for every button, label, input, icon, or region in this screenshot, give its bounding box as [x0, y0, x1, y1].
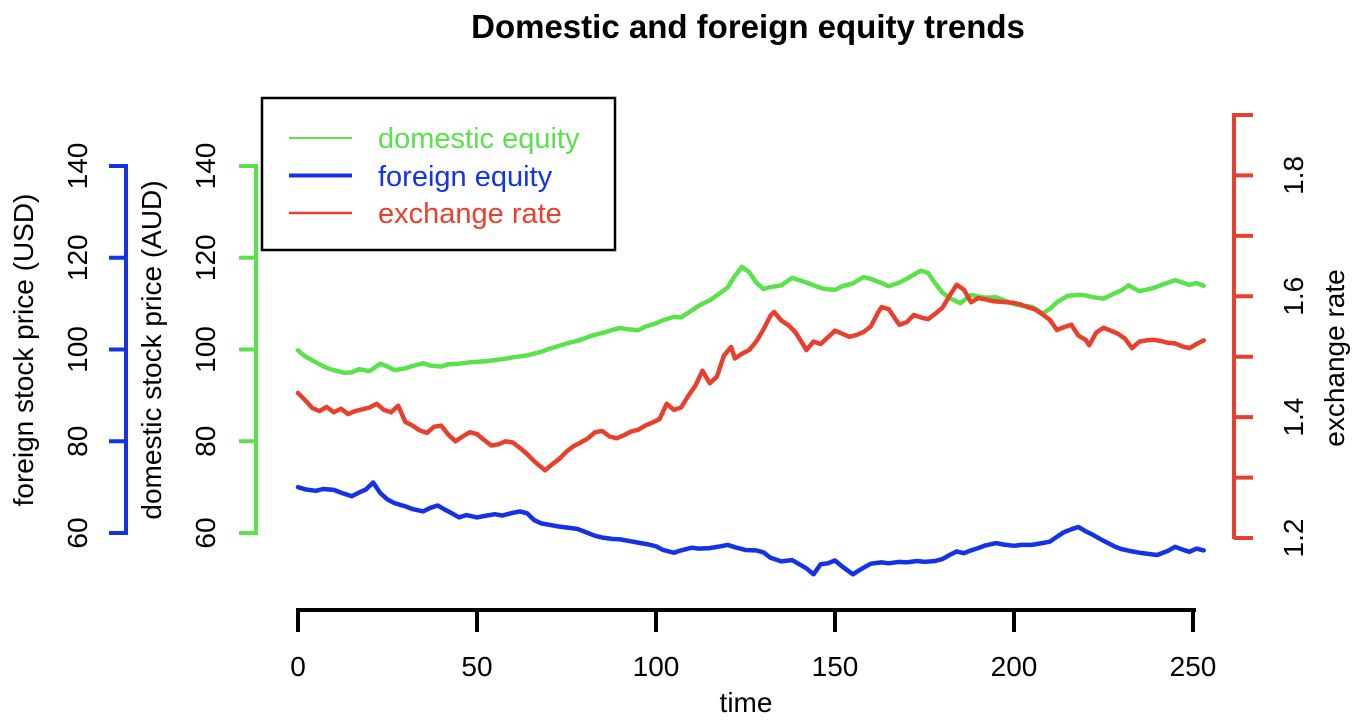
right-axis-title: exchange rate	[1319, 269, 1350, 446]
left-axis-title-foreign: foreign stock price (USD)	[8, 194, 39, 507]
right-axis-tick-label: 1.2	[1278, 519, 1309, 558]
x-axis-tick-label: 200	[991, 651, 1038, 682]
left-axis-tick-label-foreign: 120	[62, 234, 93, 281]
left-axis-tick-label-foreign: 100	[62, 326, 93, 373]
series-exchange-rate	[295, 282, 1206, 473]
left-axis-tick-label-foreign: 140	[62, 143, 93, 190]
left-axis-tick-label-domestic: 60	[190, 517, 221, 548]
series-layer	[295, 264, 1206, 577]
axes-layer: 0 50 100 150 200 250 60 80 100 120 140 60 80 100 120 14…	[62, 112, 1309, 682]
x-axis-tick-label: 0	[290, 651, 306, 682]
left-axis-tick-label-foreign: 60	[62, 517, 93, 548]
series-foreign-equity	[295, 480, 1206, 577]
x-axis-tick-label: 50	[461, 651, 492, 682]
x-axis-tick-label: 250	[1170, 651, 1217, 682]
left-axis-tick-label-domestic: 140	[190, 143, 221, 190]
left-axis-tick-label-domestic: 100	[190, 326, 221, 373]
x-axis-title: time	[720, 687, 773, 718]
x-axis-tick-label: 100	[633, 651, 680, 682]
left-axis-tick-label-domestic: 120	[190, 234, 221, 281]
right-axis-tick-label: 1.8	[1278, 156, 1309, 195]
right-axis-tick-label: 1.6	[1278, 277, 1309, 316]
left-axis-tick-label-foreign: 80	[62, 426, 93, 457]
legend-label: exchange rate	[378, 198, 562, 230]
left-axis-title-domestic: domestic stock price (AUD)	[136, 180, 167, 519]
legend-layer: domestic equity foreign equity exchange ra…	[260, 96, 617, 252]
chart-title: Domestic and foreign equity trends	[471, 8, 1025, 45]
x-axis-tick-label: 150	[812, 651, 859, 682]
left-axis-tick-label-domestic: 80	[190, 426, 221, 457]
right-axis-tick-label: 1.4	[1278, 398, 1309, 437]
legend-label: domestic equity	[378, 123, 580, 155]
series-domestic-equity	[295, 264, 1206, 376]
legend-label: foreign equity	[378, 161, 553, 193]
